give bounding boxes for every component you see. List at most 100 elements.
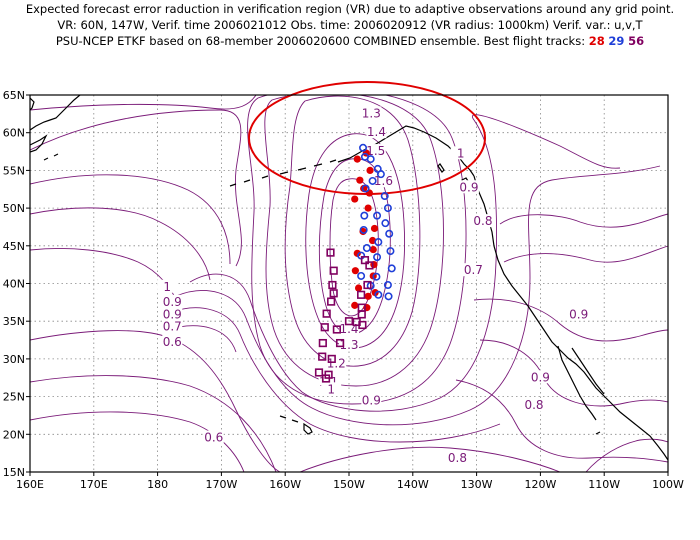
track-red-point [366, 166, 374, 174]
lat-tick-label: 45N [3, 240, 25, 253]
contour-label-bg [321, 382, 342, 396]
lat-tick-label: 40N [3, 278, 25, 291]
track-purple-point [318, 338, 327, 348]
title-line-3: PSU-NCEP ETKF based on 68-member 2006020… [0, 34, 700, 49]
lat-tick-label: 15N [3, 466, 25, 479]
contour-label: 1 [163, 280, 171, 294]
contour-labels: 1.31.41.51.610.90.80.710.90.90.70.61.41.… [157, 106, 589, 465]
lon-tick-label: 170W [205, 478, 237, 491]
contour-south [299, 446, 561, 472]
coast-gulf-california [571, 347, 605, 395]
contour-label-bg [373, 174, 394, 188]
track-blue-point [374, 290, 383, 299]
lon-tick-label: 100W [652, 478, 684, 491]
contour-label-bg [365, 144, 386, 158]
contour-label-bg [447, 450, 468, 464]
lon-tick-label: 180 [147, 478, 168, 491]
contour-label: 0.9 [163, 308, 182, 322]
track-blue-point [385, 229, 394, 238]
track-red-point [351, 267, 359, 275]
contour-label-bg [162, 319, 183, 333]
track-red-point [365, 189, 374, 197]
contour-1.2 [264, 95, 444, 387]
contour-0.8 [30, 109, 668, 267]
track-purple-point [344, 317, 354, 326]
track-blue-point [386, 247, 395, 256]
lon-tick-label: 130W [461, 478, 493, 491]
contour-label-bg [361, 393, 382, 407]
contour-label-bg [361, 106, 382, 120]
track-red-point [364, 292, 372, 300]
contour-1.3 [284, 95, 421, 367]
coast-revillagigedo [595, 431, 601, 435]
contour-label: 0.9 [569, 308, 588, 322]
track-blue-point [384, 292, 393, 301]
contour-1.0 [189, 114, 621, 412]
contour-label: 1 [457, 146, 465, 160]
contour-west-5 [30, 411, 245, 472]
contour-label: 0.6 [204, 431, 223, 445]
track-purple-point [332, 325, 341, 334]
contour-label-bg [203, 430, 224, 444]
contour-label-bg [162, 307, 183, 321]
lon-tick-label: 150W [333, 478, 365, 491]
track-purple-point [329, 289, 338, 298]
track-red-point [370, 224, 379, 233]
track-red-point [354, 284, 363, 292]
contour-label: 1.5 [366, 144, 385, 158]
contour-northwest [30, 95, 257, 111]
contour-label: 0.8 [524, 398, 543, 412]
contour-label: 0.7 [163, 320, 182, 334]
title-line-2: VR: 60N, 147W, Verif. time 2006021012 Ob… [57, 18, 643, 32]
track-blue-point [373, 253, 382, 262]
track-blue-point [383, 281, 392, 290]
contour-0.6 [30, 330, 281, 472]
latitude-axis: 65N 60N 55N 50N 45N 40N 35N 30N 25N 20N 15N [3, 89, 30, 479]
track-purple-point [322, 309, 331, 318]
track-blue-point [360, 211, 369, 220]
track-purple-point [352, 317, 361, 327]
contour-label-bg [162, 334, 183, 348]
track-red-point [353, 249, 361, 257]
track-blue-point [368, 176, 377, 185]
track-red-point [351, 301, 359, 309]
lat-tick-label: 50N [3, 202, 25, 215]
track-blue-point [359, 143, 368, 152]
lon-tick-label: 160W [269, 478, 301, 491]
track-blue-point [359, 225, 368, 234]
lon-tick-label: 120W [524, 478, 556, 491]
flight-tracks [314, 143, 396, 383]
contour-east-3 [455, 379, 668, 463]
contour-label: 0.9 [163, 295, 182, 309]
lat-tick-label: 55N [3, 164, 25, 177]
track-purple-point [321, 374, 331, 383]
track-red-point [356, 176, 364, 184]
contour-label-bg [568, 307, 589, 321]
longitude-axis: 160E 170E 180 170W 160W 150W 140W 130W 120W 110W 1… [16, 472, 684, 491]
contour-label-bg [463, 263, 484, 277]
contour-label-bg [450, 146, 471, 160]
track-blue-point [383, 204, 392, 213]
track-blue-point [372, 272, 381, 281]
contour-west-2 [30, 207, 211, 281]
track-blue-number: 29 [608, 34, 625, 48]
track-purple-point [327, 354, 336, 364]
track-purple-point [320, 323, 329, 332]
lat-tick-label: 20N [3, 428, 25, 441]
contour-label: 0.9 [362, 394, 381, 408]
coast-north-america [473, 175, 668, 461]
lon-tick-label: 140W [397, 478, 429, 491]
contour-0.9a [175, 165, 661, 426]
lon-tick-label: 110W [588, 478, 620, 491]
contour-label: 1.4 [367, 125, 386, 139]
contour-label-bg [458, 180, 479, 194]
coast-kamchatka [30, 95, 81, 153]
track-purple-number: 56 [628, 34, 645, 48]
track-purple-point [318, 352, 327, 361]
contour-label-bg [162, 294, 183, 308]
track-red-number: 28 [588, 34, 605, 48]
coast-kurils [43, 153, 59, 161]
contour-label: 0.8 [448, 451, 467, 465]
track-blue-point [387, 264, 396, 273]
